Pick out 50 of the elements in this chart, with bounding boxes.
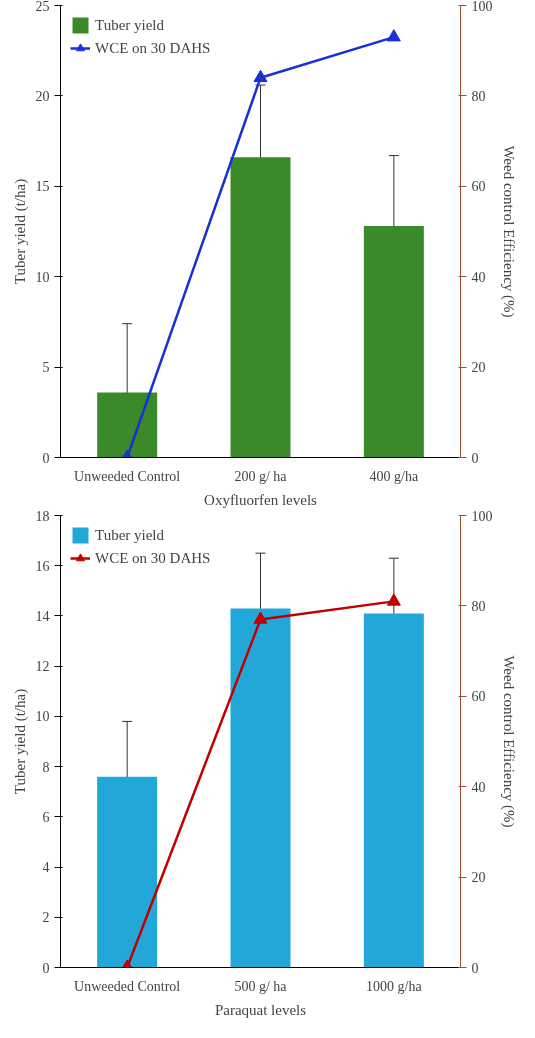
y2-tick-label: 40 <box>471 269 486 285</box>
y2-tick-label: 0 <box>471 960 479 976</box>
y-tick-label: 8 <box>42 759 50 775</box>
legend-label: Tuber yield <box>95 16 165 34</box>
y-tick-label: 5 <box>42 360 50 376</box>
bar <box>363 226 424 458</box>
y2-tick-label: 20 <box>471 360 486 376</box>
x-axis-title: Oxyfluorfen levels <box>204 491 318 508</box>
y-tick-label: 10 <box>35 269 50 285</box>
y2-tick-label: 20 <box>471 870 486 886</box>
legend-label: Tuber yield <box>95 526 165 544</box>
y-axis-title: Tuber yield (t/ha) <box>11 688 29 795</box>
y-tick-label: 0 <box>42 450 50 466</box>
x-tick-label: 200 g/ ha <box>234 468 288 484</box>
x-tick-label: 400 g/ha <box>369 468 419 484</box>
y-tick-label: 10 <box>35 709 50 725</box>
legend-label: WCE on 30 DAHS <box>95 39 211 57</box>
bar <box>230 608 291 968</box>
y2-tick-label: 80 <box>471 598 486 614</box>
y-tick-label: 25 <box>35 0 50 14</box>
bar <box>97 392 158 458</box>
y2-tick-label: 80 <box>471 88 486 104</box>
y-tick-label: 2 <box>42 910 50 926</box>
y-tick-label: 20 <box>35 88 50 104</box>
y2-axis-title: Weed control Efficiency (%) <box>499 145 517 318</box>
x-tick-label: Unweeded Control <box>74 978 181 994</box>
bar <box>97 776 158 968</box>
y-tick-label: 18 <box>35 508 50 524</box>
y2-tick-label: 100 <box>471 0 493 14</box>
y-tick-label: 15 <box>35 179 50 195</box>
y-tick-label: 14 <box>35 608 50 624</box>
y-tick-label: 16 <box>35 558 50 574</box>
y-tick-label: 12 <box>35 659 50 675</box>
x-tick-label: 1000 g/ha <box>366 978 423 994</box>
bar <box>363 613 424 968</box>
y2-tick-label: 60 <box>471 179 486 195</box>
y2-tick-label: 40 <box>471 779 486 795</box>
bar <box>230 157 291 458</box>
x-axis-title: Paraquat levels <box>214 1001 307 1018</box>
y2-tick-label: 60 <box>471 689 486 705</box>
x-tick-label: Unweeded Control <box>74 468 181 484</box>
y-axis-title: Tuber yield (t/ha) <box>11 178 29 285</box>
y-tick-label: 6 <box>42 809 50 825</box>
y2-tick-label: 0 <box>471 450 479 466</box>
x-tick-label: 500 g/ ha <box>234 978 288 994</box>
y2-tick-label: 100 <box>471 508 493 524</box>
legend-label: WCE on 30 DAHS <box>95 549 211 567</box>
y2-axis-title: Weed control Efficiency (%) <box>499 655 517 828</box>
y-tick-label: 0 <box>42 960 50 976</box>
y-tick-label: 4 <box>42 860 50 876</box>
